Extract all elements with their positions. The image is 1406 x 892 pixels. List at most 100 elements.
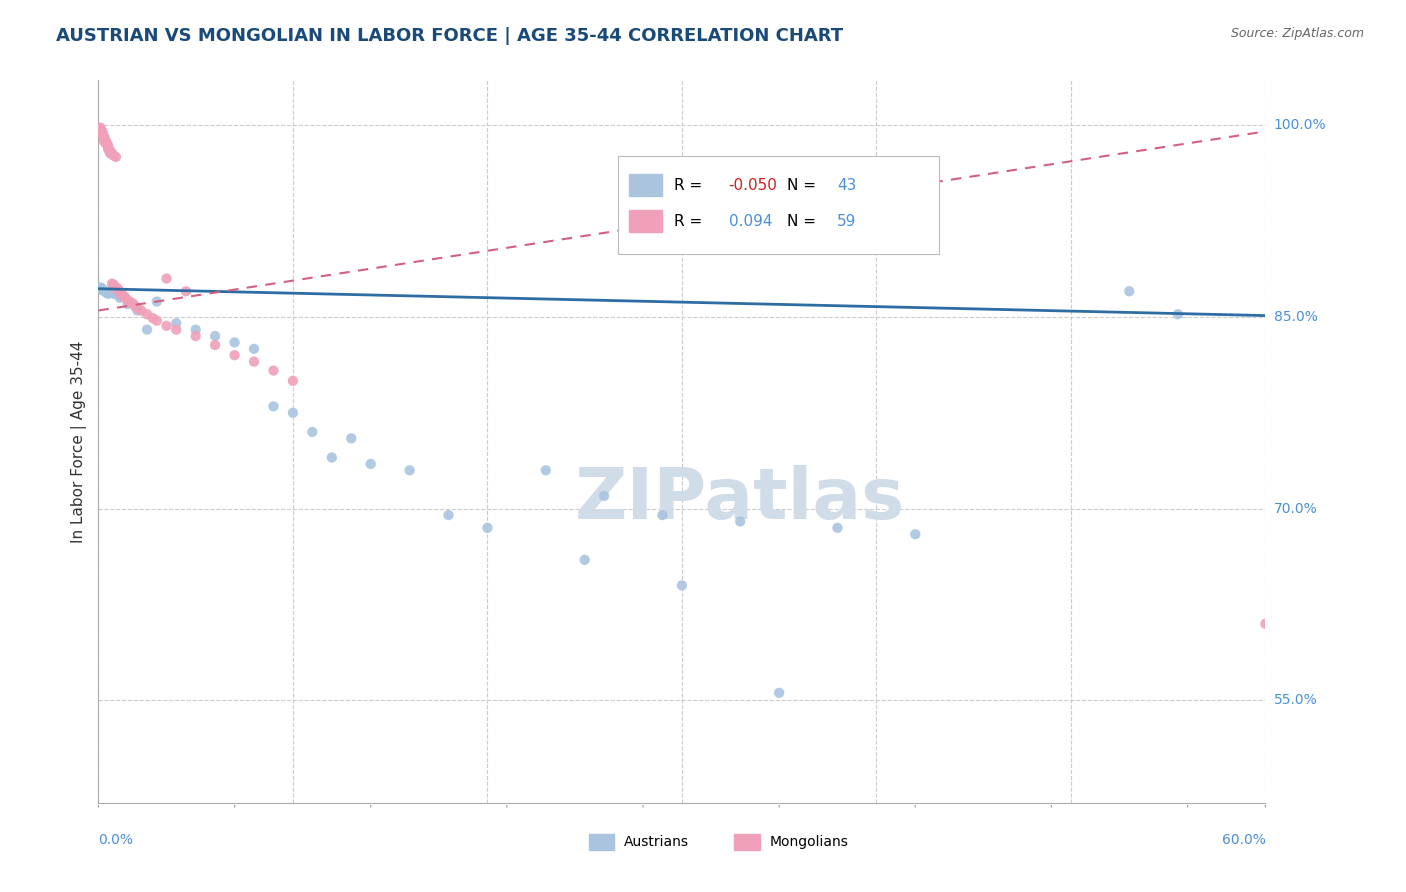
- Point: [651, 508, 673, 522]
- Point: [93, 129, 115, 144]
- Point: [129, 303, 152, 318]
- Point: [97, 142, 120, 156]
- Point: [262, 400, 284, 414]
- Text: ZIPatlas: ZIPatlas: [575, 465, 905, 533]
- Point: [321, 450, 343, 465]
- Point: [243, 342, 266, 356]
- Point: [107, 286, 129, 301]
- Text: -0.050: -0.050: [728, 178, 778, 193]
- Point: [97, 141, 120, 155]
- FancyBboxPatch shape: [617, 156, 939, 253]
- Point: [146, 294, 169, 309]
- Point: [165, 316, 187, 330]
- Point: [122, 297, 145, 311]
- Point: [103, 286, 125, 301]
- Point: [93, 135, 115, 149]
- Point: [768, 686, 790, 700]
- Point: [730, 515, 752, 529]
- Point: [103, 279, 125, 293]
- Point: [117, 293, 139, 308]
- Text: 100.0%: 100.0%: [1274, 118, 1326, 132]
- Point: [98, 144, 121, 158]
- Point: [91, 127, 114, 141]
- Point: [1254, 616, 1277, 631]
- Text: 43: 43: [837, 178, 856, 193]
- Point: [360, 457, 382, 471]
- Point: [534, 463, 557, 477]
- Point: [112, 289, 135, 303]
- Point: [340, 431, 363, 445]
- Point: [103, 277, 125, 292]
- Text: Mongolians: Mongolians: [769, 835, 848, 849]
- Point: [93, 132, 115, 146]
- Point: [108, 285, 131, 300]
- Bar: [630, 211, 662, 232]
- Bar: [589, 834, 614, 850]
- Point: [281, 406, 304, 420]
- Point: [103, 149, 125, 163]
- Point: [104, 280, 127, 294]
- Point: [101, 277, 124, 291]
- Text: 60.0%: 60.0%: [1222, 833, 1265, 847]
- Point: [204, 329, 226, 343]
- Point: [101, 147, 124, 161]
- Bar: [734, 834, 761, 850]
- Point: [165, 323, 187, 337]
- Text: 85.0%: 85.0%: [1274, 310, 1317, 324]
- Point: [97, 138, 120, 153]
- Point: [136, 323, 159, 337]
- Text: R =: R =: [673, 214, 707, 228]
- Point: [91, 128, 114, 143]
- Point: [224, 335, 246, 350]
- Text: N =: N =: [787, 178, 821, 193]
- Text: 59: 59: [837, 214, 856, 228]
- Point: [118, 294, 141, 309]
- Point: [104, 285, 127, 299]
- Point: [301, 425, 323, 439]
- Point: [91, 124, 114, 138]
- Point: [93, 133, 115, 147]
- Point: [827, 521, 849, 535]
- Text: Source: ZipAtlas.com: Source: ZipAtlas.com: [1230, 27, 1364, 40]
- Point: [184, 323, 207, 337]
- Point: [127, 303, 149, 318]
- Point: [89, 123, 111, 137]
- Point: [111, 289, 134, 303]
- Point: [111, 288, 134, 302]
- Text: 0.094: 0.094: [728, 214, 772, 228]
- Point: [136, 307, 159, 321]
- Point: [98, 146, 121, 161]
- Point: [107, 282, 129, 296]
- Point: [97, 140, 120, 154]
- Point: [398, 463, 420, 477]
- Text: N =: N =: [787, 214, 821, 228]
- Point: [574, 553, 596, 567]
- Point: [224, 348, 246, 362]
- Point: [904, 527, 927, 541]
- Text: Austrians: Austrians: [623, 835, 689, 849]
- Point: [91, 126, 114, 140]
- Point: [96, 137, 118, 152]
- Point: [593, 489, 616, 503]
- Point: [184, 329, 207, 343]
- Y-axis label: In Labor Force | Age 35-44: In Labor Force | Age 35-44: [72, 341, 87, 542]
- Point: [98, 285, 121, 299]
- Point: [117, 297, 139, 311]
- Point: [93, 131, 115, 145]
- Point: [108, 285, 131, 299]
- Text: R =: R =: [673, 178, 707, 193]
- Point: [107, 288, 129, 302]
- Point: [1118, 285, 1140, 299]
- Point: [91, 283, 114, 297]
- Point: [1167, 307, 1189, 321]
- Point: [89, 121, 111, 136]
- Point: [146, 314, 169, 328]
- Point: [281, 374, 304, 388]
- Point: [111, 286, 134, 301]
- Point: [107, 283, 129, 297]
- Point: [101, 146, 124, 161]
- Point: [121, 295, 143, 310]
- Point: [104, 150, 127, 164]
- Point: [91, 282, 114, 296]
- Point: [96, 136, 118, 150]
